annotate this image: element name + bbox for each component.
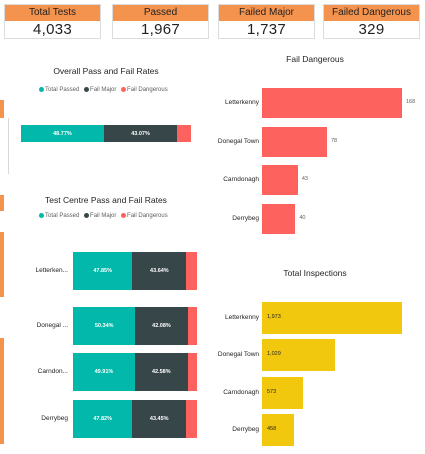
bar-data-label: 1,029 (267, 351, 281, 357)
category-label: Carndonagh (223, 389, 259, 396)
bar-segment-fail-dangerous (186, 252, 197, 290)
bar-segment-fail-dangerous (187, 307, 197, 345)
bar-data-label: 48.77% (53, 130, 72, 137)
bar-segment-fail-dangerous (186, 400, 197, 438)
bar-data-label: 573 (267, 389, 277, 395)
fail-dangerous-title: Fail Dangerous (286, 54, 344, 64)
kpi-passed: Passed 1,967 (112, 4, 209, 39)
kpi-label: Passed (113, 5, 208, 21)
side-tab-accent (0, 338, 4, 444)
bar-data-label: 50.34% (94, 323, 114, 329)
category-label: Donegal ... (36, 322, 68, 329)
kpi-value: 1,967 (140, 21, 181, 38)
bar-segment-total-passed (73, 353, 135, 391)
side-tab-accent (0, 232, 4, 297)
category-label: Derrybeg (232, 426, 259, 433)
bar-data-label: 43.64% (150, 268, 169, 274)
legend-label: Fail Major (90, 87, 117, 94)
bar (262, 302, 402, 334)
kpi-total-tests: Total Tests 4,033 (4, 4, 101, 39)
bar-segment-total-passed (73, 307, 136, 345)
kpi-label: Total Tests (5, 5, 100, 21)
centre-chart-title: Test Centre Pass and Fail Rates (45, 195, 167, 205)
bar-data-label: 47.85% (93, 268, 112, 274)
bar-data-label: 43 (301, 176, 308, 182)
bar-data-label: 40 (299, 215, 306, 221)
category-label: Letterkenny (225, 99, 259, 106)
category-label: Letterkenny (225, 314, 259, 321)
legend-label: Total Passed (45, 87, 80, 94)
bar-data-label: 42.58% (151, 369, 171, 375)
legend-swatch-dangerous (121, 87, 127, 92)
bar (262, 165, 298, 195)
bar-segment-fail-major (103, 125, 178, 142)
kpi-label: Failed Major (219, 5, 314, 21)
bar (262, 204, 296, 234)
bar-data-label: 168 (406, 99, 416, 105)
bar-segment-total-passed (21, 125, 104, 142)
overall-plot: 48.77% 43.07% (21, 125, 191, 142)
legend-label: Fail Major (90, 213, 117, 220)
bar-segment-fail-dangerous (177, 125, 191, 142)
bar-segment-fail-major (135, 307, 188, 345)
legend-label: Fail Dangerous (127, 213, 168, 220)
side-tab-accent (0, 195, 4, 211)
bar-segment-total-passed (73, 252, 133, 290)
legend-swatch-dangerous (121, 213, 127, 218)
bar (262, 339, 336, 371)
kpi-value: 329 (358, 21, 385, 38)
side-tab-accent (0, 100, 4, 118)
bar-data-label: 49.91% (94, 369, 114, 375)
fail-dangerous-plot: Letterkenny 168 Donegal Town 78 Carndonagh 43… (217, 88, 416, 234)
kpi-label: Failed Dangerous (324, 5, 419, 21)
category-label: Derrybeg (41, 415, 68, 422)
kpi-failed-dangerous: Failed Dangerous 329 (323, 4, 420, 39)
legend-swatch-major (84, 87, 90, 92)
kpi-value: 4,033 (32, 21, 73, 38)
category-label: Derrybeg (232, 215, 259, 222)
kpi-failed-major: Failed Major 1,737 (218, 4, 315, 39)
category-label: Donegal Town (217, 351, 259, 358)
overall-chart-title: Overall Pass and Fail Rates (53, 66, 159, 76)
bar-data-label: 458 (267, 426, 277, 432)
bar (262, 127, 327, 157)
bar-data-label: 1,973 (267, 314, 281, 320)
bar-data-label: 43.07% (131, 130, 150, 137)
kpi-value: 1,737 (246, 21, 287, 38)
category-label: Donegal Town (217, 138, 259, 145)
bar-segment-fail-major (134, 353, 188, 391)
bar (262, 377, 303, 409)
legend-swatch-pass (39, 87, 44, 92)
centre-plot: Letterken... 47.85% 43.64% Donegal ... 50.34… (0, 0, 210, 454)
bar-data-label: 42.08% (152, 323, 171, 329)
total-inspections-title: Total Inspections (283, 268, 347, 278)
category-label: Carndonagh (223, 176, 259, 183)
bar-segment-total-passed (73, 400, 133, 438)
bar-data-label: 47.82% (93, 416, 112, 422)
side-panel-edge (8, 118, 9, 174)
overall-legend: Total Passed Fail Major Fail Dangerous (36, 87, 168, 93)
legend-swatch-pass (39, 213, 44, 218)
legend-swatch-major (84, 213, 90, 218)
centre-legend: Total Passed Fail Major Fail Dangerous (36, 213, 168, 219)
bar (262, 88, 402, 118)
category-label: Letterken... (35, 267, 68, 274)
bar-segment-fail-major (132, 252, 187, 290)
bar (262, 414, 295, 446)
bar-segment-fail-major (132, 400, 187, 438)
bar-segment-fail-dangerous (187, 353, 197, 391)
bar-data-label: 78 (331, 138, 338, 144)
category-label: Carndon... (37, 368, 68, 375)
bar-data-label: 43.45% (149, 416, 169, 422)
legend-label: Fail Dangerous (127, 87, 168, 94)
legend-label: Total Passed (45, 213, 80, 220)
